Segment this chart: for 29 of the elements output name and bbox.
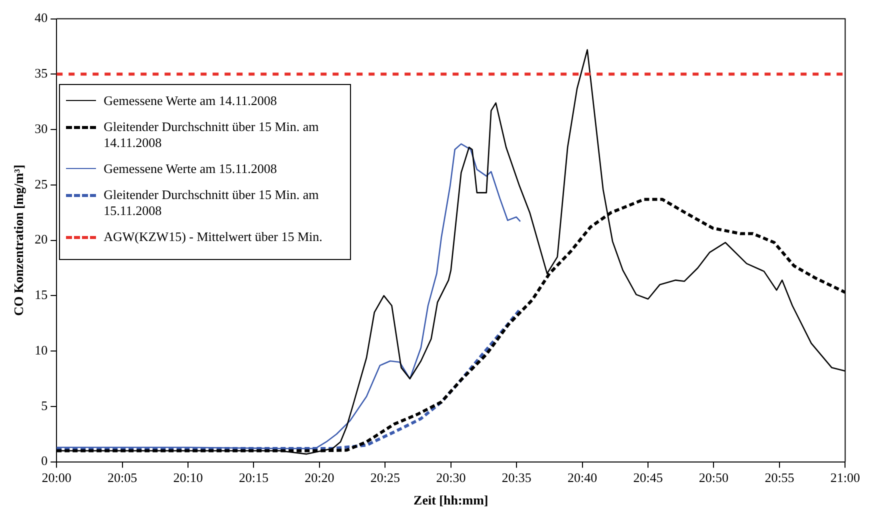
x-tick-label: 20:40 xyxy=(568,470,598,486)
y-tick-label: 20 xyxy=(34,232,48,247)
legend-label: Gleitender Durchschnitt über 15 Min. am 14.11.2008 xyxy=(104,119,320,152)
x-tick-label: 20:20 xyxy=(304,470,334,486)
y-tick-label: 35 xyxy=(34,66,48,81)
legend-label: Gleitender Durchschnitt über 15 Min. am 15.11.2008 xyxy=(104,187,320,220)
x-tick-label: 20:50 xyxy=(698,470,729,486)
x-tick-label: 20:45 xyxy=(633,470,663,486)
legend-label: Gemessene Werte am 14.11.2008 xyxy=(104,93,277,110)
y-axis-title: CO Konzentration [mg/m³] xyxy=(11,164,26,316)
x-tick-label: 20:00 xyxy=(42,470,72,486)
x-tick-label: 20:25 xyxy=(370,470,400,486)
x-tick-label: 21:00 xyxy=(830,470,860,486)
y-tick-label: 10 xyxy=(34,342,48,358)
x-tick-label: 20:35 xyxy=(502,470,532,486)
x-axis-title: Zeit [hh:mm] xyxy=(414,492,488,508)
x-tick-label: 20:15 xyxy=(238,470,269,486)
legend-label: AGW(KZW15) - Mittelwert über 15 Min. xyxy=(104,229,322,246)
x-tick-label: 20:55 xyxy=(764,470,794,486)
y-tick-label: 40 xyxy=(34,10,48,26)
y-tick-label: 5 xyxy=(41,398,48,413)
x-tick-label: 20:30 xyxy=(436,470,466,486)
legend-label: Gemessene Werte am 15.11.2008 xyxy=(104,161,277,178)
y-tick-label: 25 xyxy=(34,176,48,192)
x-tick-label: 20:10 xyxy=(173,470,203,486)
y-tick-label: 0 xyxy=(41,453,48,468)
x-tick-label: 20:05 xyxy=(107,470,138,486)
y-tick-label: 15 xyxy=(34,287,48,302)
y-tick-label: 30 xyxy=(34,120,48,136)
